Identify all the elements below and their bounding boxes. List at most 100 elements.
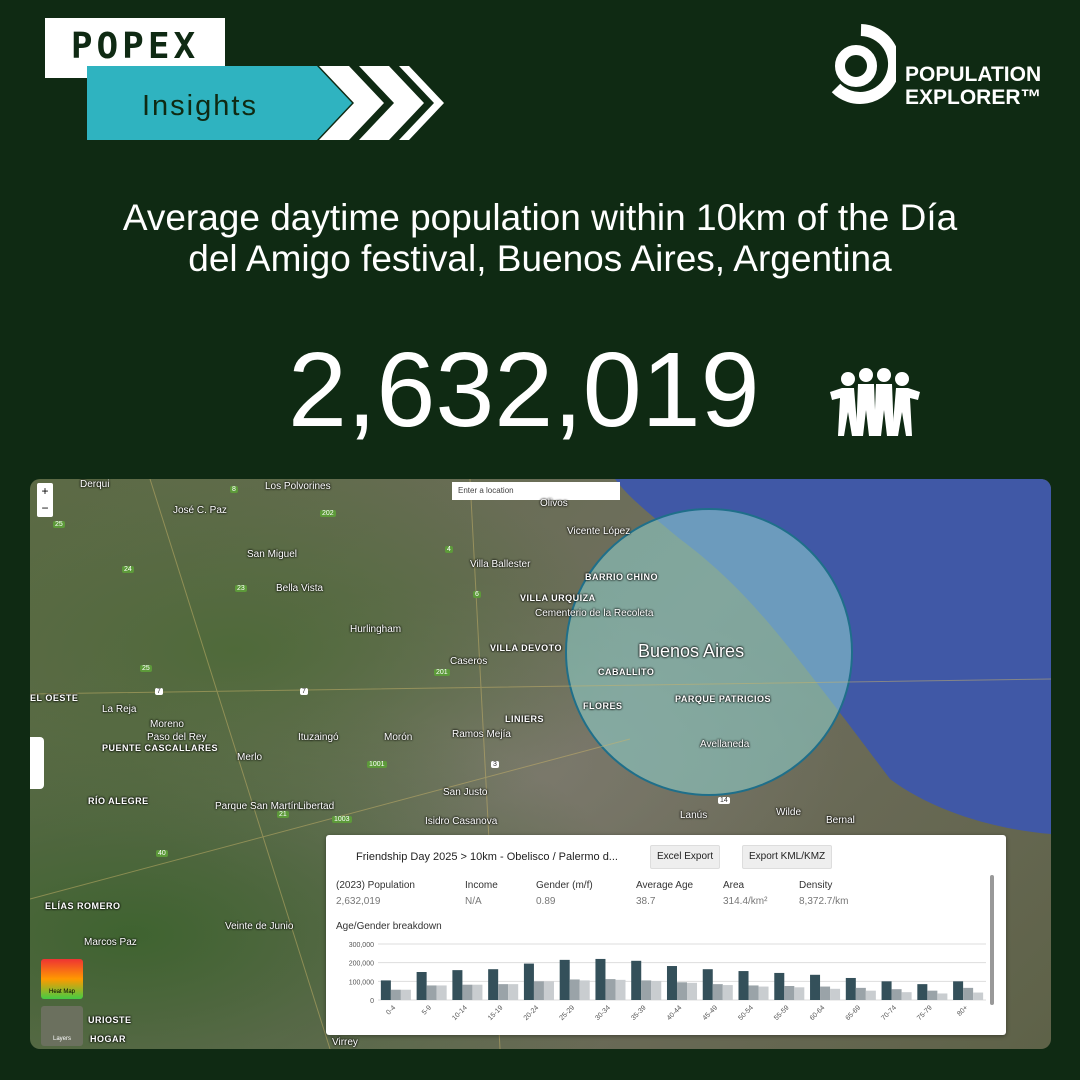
age-chart: 0 100,000 200,000 300,000 0-4 5-9 10-14 15-19 20… [349,942,986,1022]
bar [605,979,616,1000]
map-label: Isidro Casanova [425,816,498,827]
y-tick-label: 300,000 [349,942,374,949]
bar [579,980,590,1000]
map-label: Vicente López [567,526,631,537]
bar [810,974,821,1000]
bar [937,993,948,1000]
breadcrumb: Friendship Day 2025 > 10km - Obelisco / … [356,851,618,863]
search-box[interactable]: Enter a location [452,482,620,500]
bar [820,986,831,1000]
map-label: Wilde [776,807,802,818]
map-label: Cementerio de la Recoleta [535,608,654,619]
map-label: RÍO ALEGRE [88,796,149,806]
layers-button[interactable]: Layers [41,1006,83,1046]
bar [953,981,964,1000]
map-label: LINIERS [505,714,545,724]
x-tick-label: 0-4 [385,1004,397,1016]
bar [748,985,759,1000]
bar [702,969,713,1000]
stat-label: Density [799,880,833,891]
map-label: Parque San Martín [215,801,299,812]
map-label: Olivos [540,498,568,509]
map-label: Hurlingham [350,624,402,635]
map-label: Derqui [80,479,110,490]
logo-icon [831,24,896,104]
map-label: CABALLITO [598,667,655,677]
x-tick-label: 50-54 [737,1004,755,1022]
breakdown-title: Age/Gender breakdown [336,921,442,932]
map-label: VILLA DEVOTO [490,643,563,653]
bar [738,971,749,1000]
bar [436,985,447,1000]
road-shield: 25 [53,521,65,528]
x-tick-label: 30-34 [594,1004,612,1022]
bar [830,988,841,1000]
bar [865,990,876,1000]
logo-line: EXPLORER™ [905,86,1042,109]
zoom-out[interactable]: − [41,501,49,515]
road-shield: 40 [156,850,168,857]
y-tick-label: 200,000 [349,961,374,968]
x-tick-label: 65-69 [845,1004,863,1022]
bar [666,966,677,1000]
map-label: Morón [384,732,413,743]
zoom-in[interactable]: + [41,484,49,498]
sidebar-toggle[interactable] [30,737,44,789]
map-label: FLORES [583,701,623,711]
y-tick-label: 100,000 [349,979,374,986]
bar [973,992,984,1000]
road-shield: 201 [434,669,450,676]
map-label: Marcos Paz [84,937,137,948]
bar [963,987,974,1000]
zoom-control: + − [37,483,53,517]
bar [426,985,437,1000]
map-label: Paso del Rey [147,732,207,743]
bar [523,963,534,1000]
map-label: Ituzaingó [298,732,339,743]
map-label: Virrey [332,1037,358,1048]
x-tick-label: 55-59 [773,1004,791,1022]
excel-export[interactable]: Excel Export [650,845,721,869]
bar [927,990,938,1000]
bar [390,989,401,1000]
map-label: Veinte de Junio [225,921,294,932]
x-tick-label: 70-74 [880,1004,898,1022]
stat-value: 314.4/km² [723,896,768,907]
road-shield: 14 [718,797,730,804]
bar [559,959,570,1000]
map-label: San Justo [443,787,488,798]
stat-label: Area [723,880,745,891]
road-shield: 8 [230,486,238,493]
brand: POPEX [70,26,200,67]
x-tick-label: 40-44 [666,1004,684,1022]
map-label: VILLA URQUIZA [520,593,596,603]
x-tick-label: 60-64 [809,1004,827,1022]
map-label: ELÍAS ROMERO [45,901,121,911]
map-label: URIOSTE [88,1015,132,1025]
heat-map-label: Heat Map [48,989,75,995]
bar [712,984,723,1000]
bar [472,984,483,1000]
map-label: Ramos Mejía [452,729,511,740]
map-overlay [30,479,1051,1049]
road-shield: 1001 [367,761,387,768]
scrollbar[interactable] [990,875,994,1005]
map-label: Caseros [450,656,488,667]
bar [676,982,688,1000]
heat-map-button[interactable]: Heat Map [41,959,83,999]
bar [380,980,391,1000]
bar [687,982,698,1000]
road-shield: 4 [445,546,453,553]
map-label: Bella Vista [276,583,324,594]
map-label: HOGAR [90,1034,126,1044]
bar [508,984,519,1000]
bar [758,986,769,1000]
bar [595,958,606,1000]
bar [498,984,509,1000]
bar [416,972,427,1000]
bar [452,970,463,1000]
bar [569,979,580,1000]
kml-export[interactable]: Export KML/KMZ [742,845,833,869]
map-label: José C. Paz [173,505,227,516]
logo-text: POPULATION EXPLORER™ [905,63,1042,109]
